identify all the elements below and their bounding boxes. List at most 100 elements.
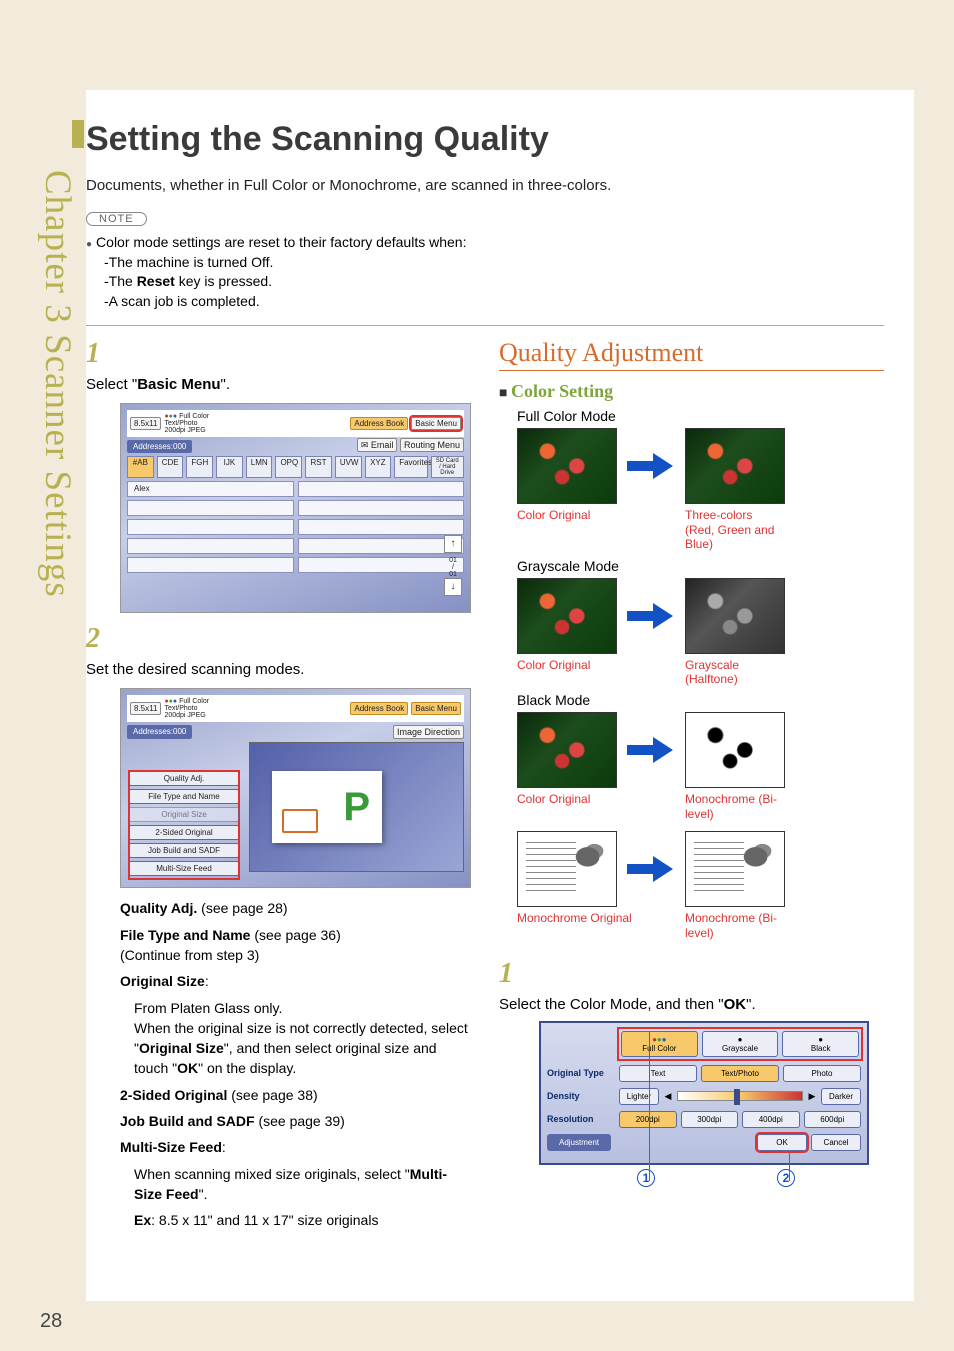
preview-doc: P — [272, 771, 382, 843]
original-size-btn[interactable]: Original Size — [129, 807, 239, 822]
tab[interactable]: FGH — [186, 456, 213, 478]
email-btn[interactable]: ✉ Email — [357, 438, 398, 452]
adjustment-btn[interactable]: Adjustment — [547, 1134, 611, 1151]
res-400-btn[interactable]: 400dpi — [742, 1111, 800, 1128]
address-book-btn[interactable]: Address Book — [350, 417, 408, 430]
arrow-icon — [627, 856, 675, 882]
caption: Color Original — [517, 508, 617, 551]
caption: Monochrome (Bi-level) — [685, 792, 785, 821]
marker-2: 2 — [777, 1169, 795, 1187]
res-200-btn[interactable]: 200dpi — [619, 1111, 677, 1128]
tab[interactable]: RST — [305, 456, 332, 478]
original-type-label: Original Type — [547, 1068, 615, 1078]
res-300-btn[interactable]: 300dpi — [681, 1111, 739, 1128]
addresses-label: Addresses:000 — [127, 440, 192, 453]
caption: Three-colors (Red, Green and Blue) — [685, 508, 785, 551]
sample-three-colors — [685, 428, 785, 504]
step-1: 1 Select "Basic Menu". — [86, 338, 471, 393]
sample-mono-original — [517, 831, 617, 907]
step-2: 2 Set the desired scanning modes. — [86, 623, 471, 678]
sample-monochrome — [685, 831, 785, 907]
page-title: Setting the Scanning Quality — [86, 120, 884, 159]
tab[interactable]: Favorites — [394, 456, 427, 478]
type-textphoto-btn[interactable]: Text/Photo — [701, 1065, 779, 1082]
basic-menu-btn[interactable]: Basic Menu — [411, 417, 461, 430]
mode-label: Black Mode — [517, 692, 884, 708]
option-descriptions: Quality Adj. (see page 28) File Type and… — [120, 898, 471, 1230]
mode-buttons-panel: Quality Adj. File Type and Name Original… — [129, 771, 239, 879]
mode-label: Grayscale Mode — [517, 558, 884, 574]
preview-pane: P — [249, 742, 464, 872]
caption: Color Original — [517, 792, 617, 821]
step-number: 1 — [499, 958, 529, 990]
left-column: 1 Select "Basic Menu". 8.5x11 ●●● Full C… — [86, 338, 471, 1236]
alpha-tabs: #AB CDE FGH IJK LMN OPQ RST UVW XYZ Favo… — [127, 456, 464, 478]
sample-color-original — [517, 712, 617, 788]
image-direction-label: Image Direction — [393, 725, 464, 739]
darker-btn[interactable]: Darker — [821, 1088, 861, 1105]
step-text: Set the desired scanning modes. — [86, 655, 437, 678]
note-item: -The machine is turned Off. — [104, 253, 884, 273]
tab[interactable]: UVW — [335, 456, 362, 478]
step-text: Select the Color Mode, and then "OK". — [499, 990, 850, 1013]
multi-size-feed-btn[interactable]: Multi-Size Feed — [129, 861, 239, 876]
job-build-sadf-btn[interactable]: Job Build and SADF — [129, 843, 239, 858]
color-setting-heading: Color Setting — [499, 381, 884, 402]
note-item: -The Reset key is pressed. — [104, 272, 884, 292]
step-text: Select "Basic Menu". — [86, 370, 437, 393]
scroll-up-btn[interactable]: ↑ — [444, 535, 462, 553]
black-tab[interactable]: ●Black — [782, 1031, 859, 1057]
addresses-label: Addresses:000 — [127, 725, 192, 739]
accent-bar — [72, 120, 84, 148]
tab[interactable]: OPQ — [275, 456, 302, 478]
caption: Monochrome (Bi-level) — [685, 911, 785, 940]
note-item: -A scan job is completed. — [104, 292, 884, 312]
right-column: Quality Adjustment Color Setting Full Co… — [499, 338, 884, 1236]
tab[interactable]: LMN — [246, 456, 273, 478]
scroll-down-btn[interactable]: ↓ — [444, 578, 462, 596]
lighter-btn[interactable]: Lighter — [619, 1088, 659, 1105]
full-color-tab[interactable]: ●●● Full Color — [621, 1031, 698, 1057]
size-chip: 8.5x11 — [130, 417, 161, 430]
file-type-name-btn[interactable]: File Type and Name — [129, 789, 239, 804]
sample-color-original — [517, 578, 617, 654]
sample-monochrome — [685, 712, 785, 788]
tab[interactable]: CDE — [157, 456, 184, 478]
screenshot-scanning-modes: 8.5x11 ●●● Full Color Text/Photo 200dpi … — [120, 688, 471, 888]
quality-adjustment-heading: Quality Adjustment — [499, 338, 884, 371]
tab[interactable]: IJK — [216, 456, 243, 478]
caption: Color Original — [517, 658, 617, 687]
size-chip: 8.5x11 — [130, 702, 161, 715]
quality-adj-btn[interactable]: Quality Adj. — [129, 771, 239, 786]
tab[interactable]: SD Card / Hard Drive — [431, 456, 464, 478]
cancel-btn[interactable]: Cancel — [811, 1134, 861, 1151]
caption: Grayscale (Halftone) — [685, 658, 785, 687]
sample-color-original — [517, 428, 617, 504]
chapter-sidebar: Chapter 3 Scanner Settings — [36, 170, 79, 598]
intro-text: Documents, whether in Full Color or Mono… — [86, 177, 884, 194]
basic-menu-btn[interactable]: Basic Menu — [411, 702, 461, 715]
tab[interactable]: #AB — [127, 456, 154, 478]
tab[interactable]: XYZ — [365, 456, 392, 478]
type-photo-btn[interactable]: Photo — [783, 1065, 861, 1082]
routing-menu-btn[interactable]: Routing Menu — [400, 438, 464, 452]
step-number: 2 — [86, 623, 116, 655]
type-text-btn[interactable]: Text — [619, 1065, 697, 1082]
ok-btn[interactable]: OK — [757, 1134, 807, 1151]
grayscale-tab[interactable]: ●Grayscale — [702, 1031, 779, 1057]
sample-grayscale — [685, 578, 785, 654]
page-number: 28 — [40, 1310, 62, 1333]
caption: Monochrome Original — [517, 911, 647, 940]
two-sided-btn[interactable]: 2-Sided Original — [129, 825, 239, 840]
density-label: Density — [547, 1091, 615, 1101]
qa-step-1: 1 Select the Color Mode, and then "OK". — [499, 958, 884, 1013]
step-number: 1 — [86, 338, 116, 370]
arrow-icon — [627, 603, 675, 629]
page: Chapter 3 Scanner Settings Setting the S… — [86, 90, 914, 1301]
arrow-icon — [627, 737, 675, 763]
address-book-btn[interactable]: Address Book — [350, 702, 408, 715]
res-600-btn[interactable]: 600dpi — [804, 1111, 862, 1128]
note-badge: NOTE — [86, 212, 147, 226]
note-lead: Color mode settings are reset to their f… — [86, 233, 884, 253]
density-slider[interactable] — [677, 1091, 803, 1101]
